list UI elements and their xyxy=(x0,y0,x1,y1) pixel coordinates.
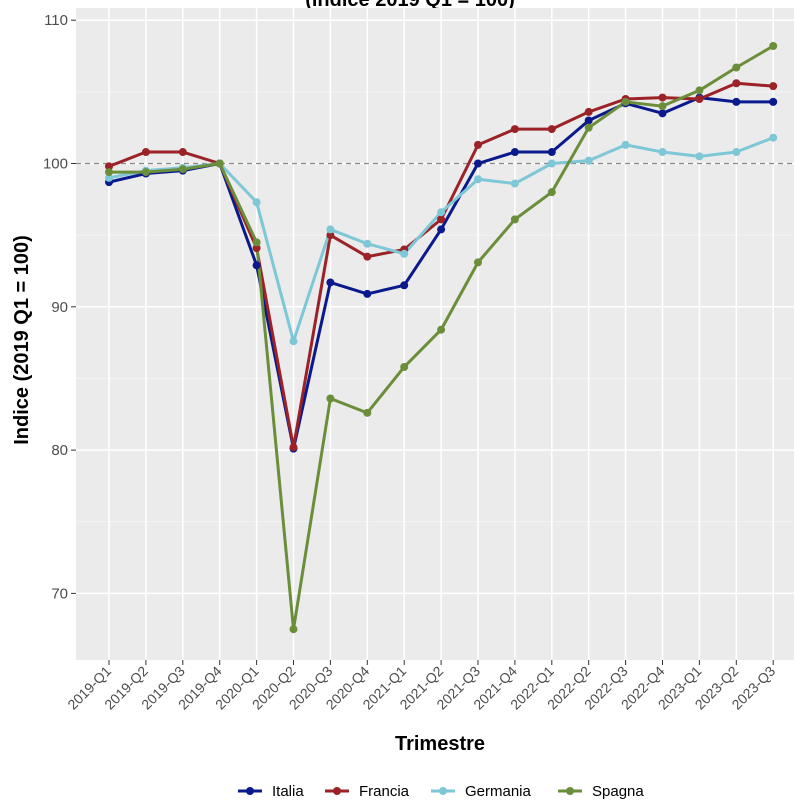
data-point-italia xyxy=(437,225,446,234)
y-tick-label: 90 xyxy=(51,299,68,316)
y-tick-label: 70 xyxy=(51,585,68,602)
data-point-spagna xyxy=(658,102,667,111)
data-point-spagna xyxy=(400,362,409,371)
data-point-spagna xyxy=(178,165,187,174)
data-point-spagna xyxy=(621,97,630,106)
legend-label-germania: Germania xyxy=(465,783,532,800)
y-axis-title: Indice (2019 Q1 = 100) xyxy=(11,235,33,445)
data-point-spagna xyxy=(732,63,741,72)
data-point-spagna xyxy=(326,394,335,403)
data-point-spagna xyxy=(437,325,446,334)
data-point-francia xyxy=(326,231,335,240)
data-point-francia xyxy=(105,162,113,171)
data-point-francia xyxy=(547,125,556,134)
legend: Italia Francia Germania Spagna xyxy=(238,783,644,800)
data-point-spagna xyxy=(769,41,778,50)
x-axis-title: Trimestre xyxy=(395,733,485,755)
data-point-italia xyxy=(769,97,778,106)
data-point-germania xyxy=(252,198,261,207)
data-point-germania xyxy=(474,175,482,184)
legend-marker-francia xyxy=(333,787,341,795)
data-point-italia xyxy=(510,148,519,157)
data-point-francia xyxy=(658,93,667,102)
data-point-francia xyxy=(769,82,778,91)
data-point-germania xyxy=(437,208,446,217)
data-point-francia xyxy=(141,148,150,157)
data-point-germania xyxy=(621,140,630,149)
data-point-germania xyxy=(289,337,298,346)
data-point-francia xyxy=(732,79,741,88)
data-point-spagna xyxy=(547,188,556,197)
data-point-spagna xyxy=(215,159,224,168)
data-point-germania xyxy=(769,133,778,142)
y-tick-label: 100 xyxy=(43,156,68,173)
data-point-spagna xyxy=(510,215,519,224)
data-point-francia xyxy=(584,107,593,116)
data-point-francia xyxy=(474,140,482,149)
y-tick-label: 110 xyxy=(44,12,68,29)
data-point-francia xyxy=(178,148,187,157)
legend-marker-italia xyxy=(246,787,254,795)
legend-label-spagna: Spagna xyxy=(592,783,644,800)
data-point-francia xyxy=(437,215,446,224)
data-point-italia xyxy=(252,261,261,270)
y-axis-ticks: 70 80 90 100 110 xyxy=(43,12,76,602)
data-point-francia xyxy=(695,95,704,104)
data-point-italia xyxy=(326,278,335,287)
data-point-francia xyxy=(289,443,298,452)
data-point-germania xyxy=(547,159,556,168)
data-point-germania xyxy=(658,148,667,157)
data-point-germania xyxy=(732,148,741,157)
data-point-germania xyxy=(363,239,372,248)
data-point-germania xyxy=(584,156,593,165)
data-point-spagna xyxy=(289,625,298,634)
data-point-francia xyxy=(252,244,261,253)
data-point-italia xyxy=(400,281,409,290)
chart-title: (indice 2019 Q1 = 100) xyxy=(305,0,515,11)
legend-marker-germania xyxy=(439,787,447,795)
data-point-spagna xyxy=(584,123,593,132)
data-point-spagna xyxy=(363,408,372,417)
data-point-spagna xyxy=(252,238,261,247)
series-points xyxy=(105,41,778,634)
data-point-francia xyxy=(363,252,372,261)
legend-label-francia: Francia xyxy=(359,783,410,800)
data-point-italia xyxy=(584,116,593,125)
legend-label-italia: Italia xyxy=(272,783,304,800)
x-axis-ticks: 2019-Q12019-Q22019-Q32019-Q42020-Q12020-… xyxy=(64,660,778,713)
data-point-italia xyxy=(547,148,556,157)
data-point-spagna xyxy=(105,168,113,177)
data-point-spagna xyxy=(474,258,482,267)
data-point-italia xyxy=(474,159,482,168)
data-point-spagna xyxy=(141,168,150,177)
data-point-germania xyxy=(326,225,335,234)
y-tick-label: 80 xyxy=(51,442,68,459)
data-point-italia xyxy=(363,289,372,298)
data-point-germania xyxy=(400,249,409,258)
data-point-italia xyxy=(658,109,667,118)
data-point-germania xyxy=(695,152,704,161)
data-point-germania xyxy=(105,173,113,182)
data-point-italia xyxy=(732,97,741,106)
data-point-germania xyxy=(510,179,519,188)
data-point-spagna xyxy=(695,86,704,95)
legend-marker-spagna xyxy=(566,787,574,795)
data-point-francia xyxy=(510,125,519,134)
